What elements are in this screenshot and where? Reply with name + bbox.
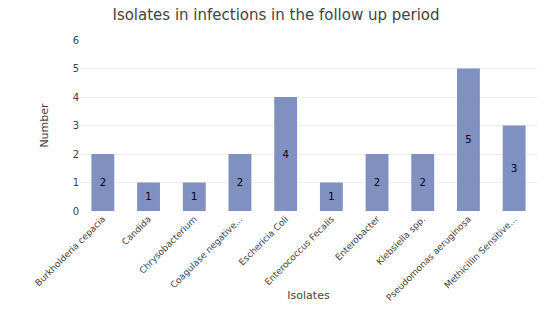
svg-text:Burkholderia cepacia: Burkholderia cepacia [33,214,107,288]
svg-text:Number: Number [38,103,51,148]
svg-text:1: 1 [73,177,79,188]
svg-text:5: 5 [465,134,471,145]
svg-text:1: 1 [328,191,334,202]
svg-text:Coagulase negative...: Coagulase negative... [168,214,244,290]
svg-text:2: 2 [73,149,79,160]
svg-text:Eschericia Coli: Eschericia Coli [237,214,290,267]
svg-text:Pseudomonas aeruginosa: Pseudomonas aeruginosa [384,214,473,303]
svg-text:2: 2 [237,177,243,188]
svg-text:Methicillin Sensitive...: Methicillin Sensitive... [442,214,518,290]
svg-text:Enterococcus Fecalis: Enterococcus Fecalis [263,214,336,287]
svg-text:6: 6 [73,35,79,46]
svg-text:Enterobacter: Enterobacter [333,214,382,263]
svg-text:Chrysobacterium: Chrysobacterium [137,214,199,276]
svg-text:4: 4 [73,92,79,103]
svg-text:1: 1 [145,191,151,202]
svg-text:1: 1 [191,191,197,202]
svg-text:5: 5 [73,63,79,74]
svg-text:0: 0 [73,206,79,217]
svg-text:2: 2 [420,177,426,188]
svg-text:Isolates in infections in the: Isolates in infections in the follow up … [112,6,439,24]
svg-text:2: 2 [374,177,380,188]
svg-text:4: 4 [282,149,288,160]
svg-text:Candida: Candida [120,214,153,247]
svg-text:3: 3 [511,163,517,174]
svg-text:Klebsiella spp.: Klebsiella spp. [375,214,428,267]
svg-text:3: 3 [73,120,79,131]
svg-text:Isolates: Isolates [287,289,330,302]
svg-text:2: 2 [100,177,106,188]
